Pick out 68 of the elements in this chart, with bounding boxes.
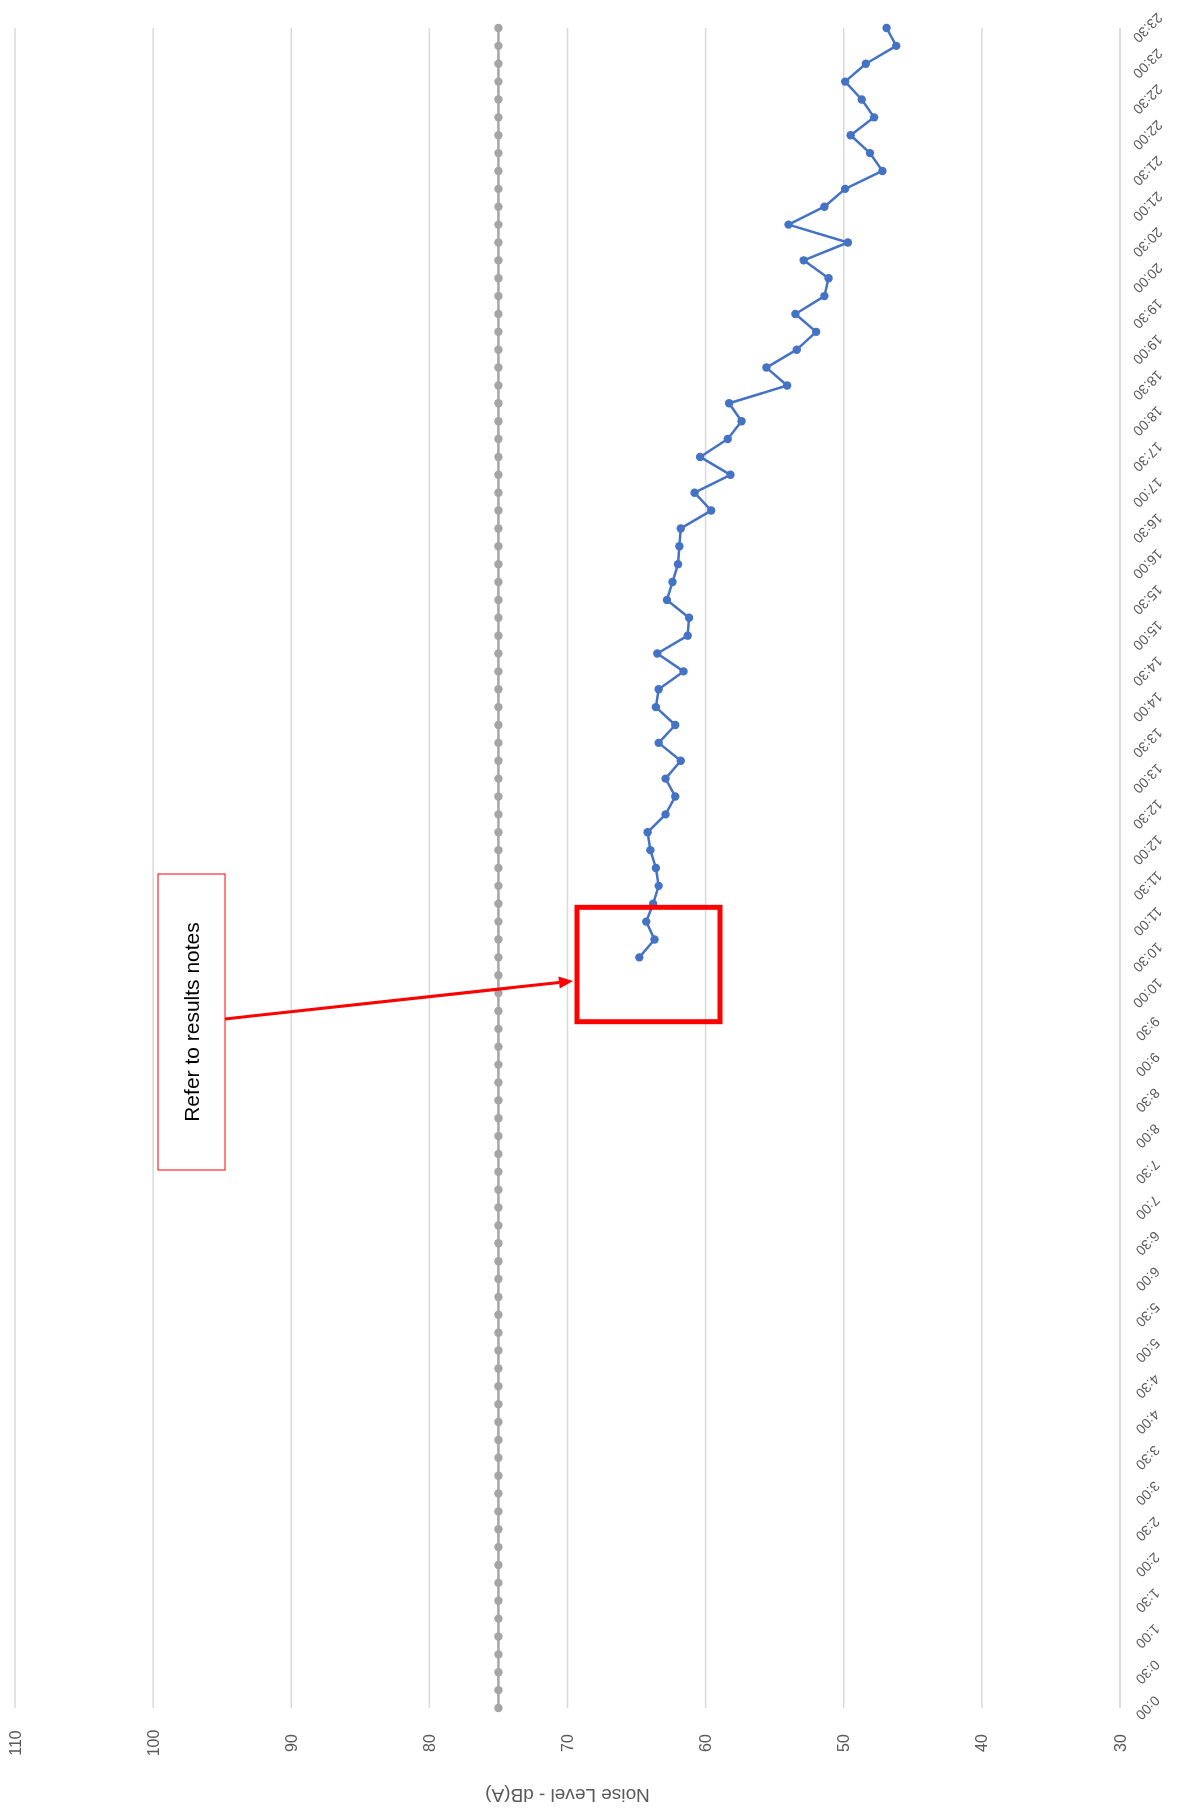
x-tick-label: 70 <box>559 1734 576 1752</box>
point <box>861 59 871 68</box>
point <box>857 95 866 104</box>
point <box>840 77 850 86</box>
point <box>846 131 855 140</box>
y-tick-label: 4:30 <box>1132 1371 1164 1402</box>
y-tick-label: 9:00 <box>1132 1049 1164 1081</box>
x-tick-label: 110 <box>6 1730 24 1756</box>
x-tick-label: 30 <box>1111 1734 1129 1752</box>
point <box>671 792 680 801</box>
point <box>882 23 891 33</box>
point <box>642 917 651 926</box>
point <box>671 720 680 730</box>
point <box>820 202 829 211</box>
point <box>650 935 659 944</box>
point <box>679 667 688 676</box>
point <box>684 613 694 622</box>
point <box>840 184 850 194</box>
x-tick-label: 60 <box>697 1734 715 1752</box>
point <box>791 309 800 319</box>
point <box>690 488 699 497</box>
point <box>706 506 716 515</box>
x-tick-label: 40 <box>973 1734 991 1752</box>
point <box>668 577 677 587</box>
point <box>646 845 655 855</box>
point <box>683 631 692 640</box>
point <box>782 381 792 390</box>
y-tick-label: 7:00 <box>1132 1192 1164 1224</box>
point <box>643 828 652 837</box>
point <box>811 327 821 337</box>
point <box>673 559 683 569</box>
point <box>635 953 644 962</box>
point <box>676 524 685 533</box>
x-tick-label: 80 <box>420 1734 438 1752</box>
point <box>737 416 746 426</box>
point <box>820 291 829 301</box>
point <box>662 595 672 605</box>
point <box>723 434 732 444</box>
point <box>651 863 661 873</box>
y-tick-label: 6:30 <box>1132 1228 1164 1259</box>
point <box>676 756 685 765</box>
point <box>726 470 735 480</box>
point <box>762 363 771 372</box>
point <box>878 166 887 176</box>
point <box>654 685 663 694</box>
point <box>661 774 670 783</box>
y-tick-label: 5:00 <box>1132 1335 1164 1366</box>
point <box>824 274 833 283</box>
point <box>654 881 663 891</box>
point <box>675 542 684 551</box>
x-tick-label: 100 <box>144 1729 162 1757</box>
x-tick-label: 50 <box>835 1734 853 1752</box>
annotation: Refer to results notes <box>180 922 203 1122</box>
point <box>695 452 705 462</box>
point <box>653 649 662 658</box>
point <box>792 345 801 354</box>
point <box>892 41 901 51</box>
point <box>843 238 853 247</box>
point <box>869 113 879 122</box>
point <box>865 148 875 158</box>
point <box>651 702 661 712</box>
x-axis-title: Noise Level - dB(A) <box>485 1784 650 1806</box>
point <box>661 810 670 819</box>
x-tick-label: 90 <box>282 1734 300 1752</box>
point <box>799 256 808 265</box>
point <box>784 220 793 229</box>
point <box>724 399 734 408</box>
point <box>654 738 663 748</box>
